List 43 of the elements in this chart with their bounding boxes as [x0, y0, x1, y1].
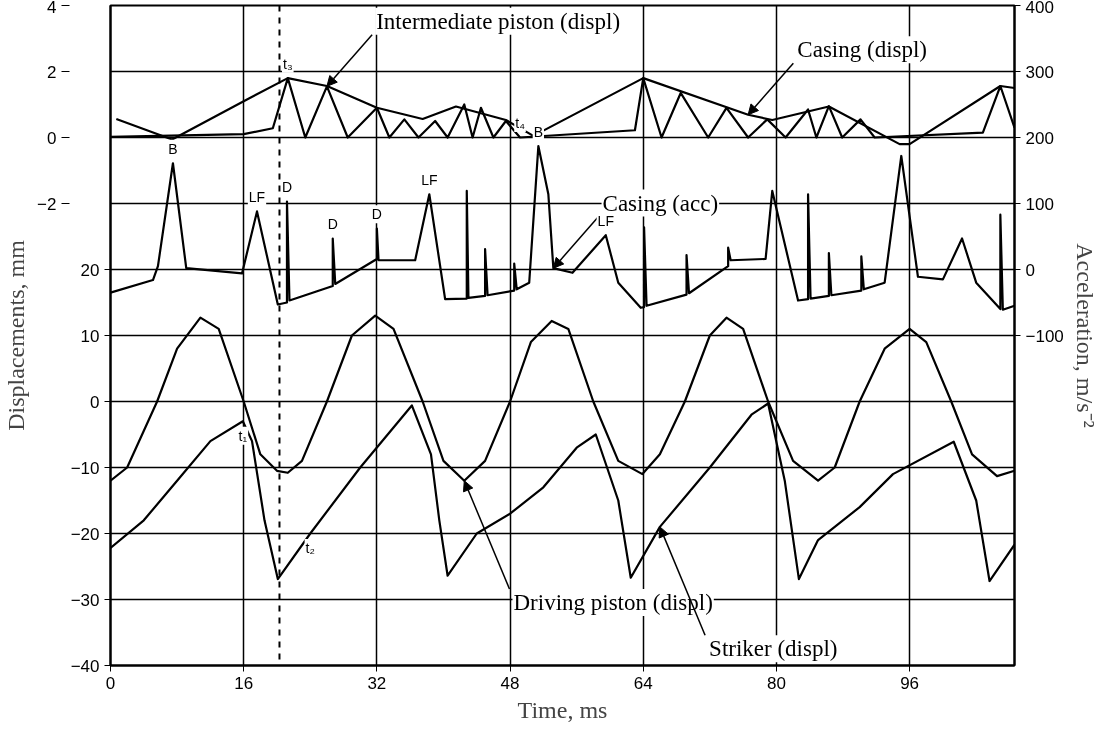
- annotation: LF: [421, 171, 438, 188]
- x-tick-label: 80: [766, 673, 786, 693]
- annotation: LF: [248, 188, 266, 205]
- y-tick-label: −40: [70, 656, 100, 676]
- annotation: t₃: [283, 55, 293, 72]
- annotation: B: [533, 123, 544, 140]
- y3-tick-label: 4: [47, 0, 57, 17]
- x-tick-label: 64: [633, 673, 653, 693]
- x-tick-label: 16: [234, 673, 254, 693]
- annotation: Casing (acc): [602, 190, 719, 216]
- annotation: Casing (displ): [797, 37, 928, 63]
- annotation: Intermediate piston (displ): [376, 8, 621, 34]
- x-tick-label: 0: [105, 673, 116, 693]
- y2-tick-label: 100: [1025, 194, 1054, 214]
- x-tick-label: 48: [500, 673, 520, 693]
- y-axis-title: Displacements, mm: [3, 239, 30, 431]
- y3-tick-label: 2: [47, 62, 57, 82]
- y2-tick-label: 300: [1025, 62, 1054, 82]
- y-tick-label: −10: [70, 458, 100, 478]
- annotation: B: [168, 140, 178, 157]
- y-tick-label: −20: [70, 524, 100, 544]
- y-tick-label: 0: [90, 392, 100, 412]
- annotation: Striker (displ): [709, 636, 838, 662]
- annotation: D: [371, 206, 382, 223]
- x-axis-title: Time, ms: [517, 696, 608, 723]
- y2-tick-label: 400: [1025, 0, 1054, 17]
- y2-tick-label: −100: [1025, 326, 1064, 346]
- y2-tick-label: 200: [1025, 128, 1054, 148]
- x-tick-label: 96: [900, 673, 920, 693]
- annotation: LF: [597, 212, 614, 229]
- y2-tick-label: 0: [1025, 260, 1035, 280]
- annotation: D: [327, 216, 338, 233]
- y-tick-label: 20: [80, 260, 100, 280]
- annotation: t₁: [238, 427, 248, 444]
- y3-tick-label: −2: [37, 194, 57, 214]
- annotation: t₂: [305, 539, 315, 556]
- y2-axis-title: Acceleration, m/s⁻²: [1071, 243, 1098, 428]
- annotation: D: [281, 179, 293, 196]
- x-tick-label: 32: [367, 673, 387, 693]
- annotation: t₄: [515, 115, 526, 132]
- y-tick-label: −30: [70, 590, 100, 610]
- y3-tick-label: 0: [47, 128, 57, 148]
- y-tick-label: 10: [80, 326, 100, 346]
